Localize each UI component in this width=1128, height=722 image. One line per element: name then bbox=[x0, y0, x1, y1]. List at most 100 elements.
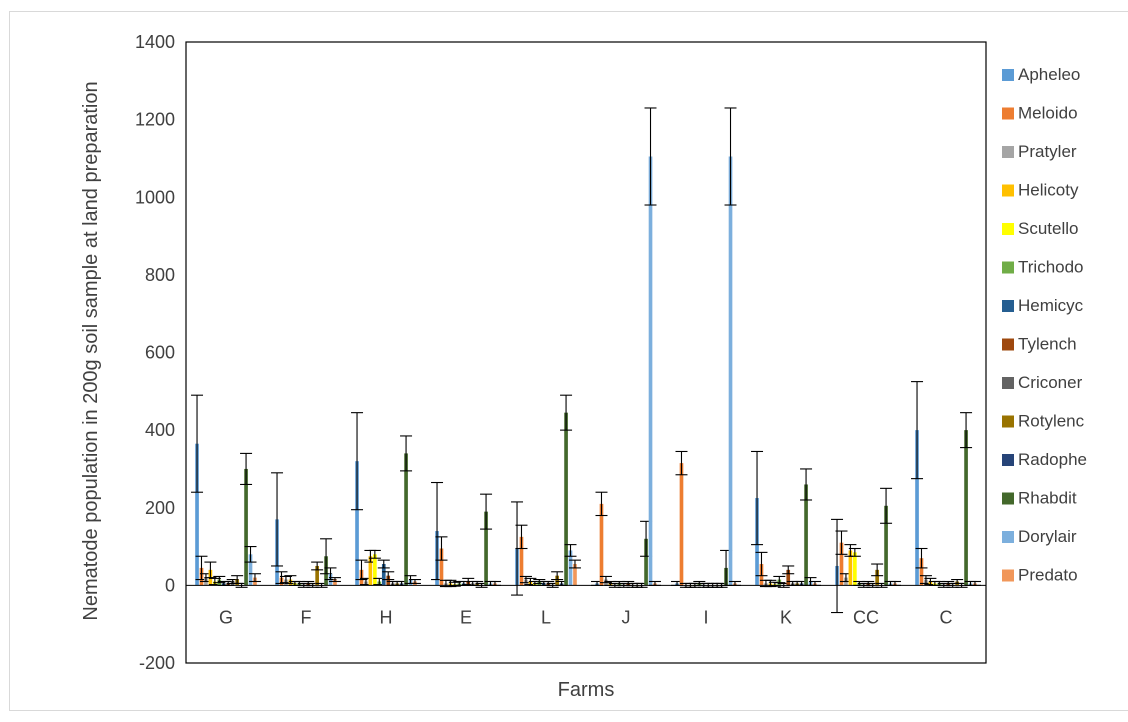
bar bbox=[244, 468, 248, 586]
error-bar bbox=[911, 381, 924, 480]
bar bbox=[555, 575, 559, 586]
error-bar bbox=[751, 450, 764, 546]
legend-item: Scutello bbox=[1002, 219, 1078, 238]
bar bbox=[804, 484, 808, 586]
x-tick-label: CC bbox=[853, 607, 879, 627]
legend-item: Apheleo bbox=[1002, 65, 1080, 84]
legend-swatch bbox=[1002, 184, 1014, 197]
error-bar bbox=[248, 573, 261, 583]
x-tick-label: K bbox=[780, 607, 792, 627]
error-bar bbox=[328, 577, 341, 583]
error-bar bbox=[368, 549, 381, 559]
legend-label: Rotylenc bbox=[1018, 412, 1085, 431]
x-tick-label: L bbox=[541, 607, 551, 627]
legend-swatch bbox=[1002, 338, 1014, 351]
error-bar bbox=[880, 487, 893, 524]
x-tick-label: F bbox=[301, 607, 312, 627]
error-bar bbox=[960, 412, 973, 449]
bar bbox=[381, 564, 386, 586]
bar bbox=[848, 550, 853, 586]
legend-label: Pratyler bbox=[1018, 142, 1077, 161]
error-bar bbox=[871, 563, 884, 577]
bar bbox=[875, 569, 879, 586]
error-bar bbox=[480, 493, 493, 530]
error-bar bbox=[564, 544, 577, 557]
legend-item: Meloido bbox=[1002, 104, 1078, 123]
bar bbox=[599, 503, 604, 586]
legend: Apheleo Meloido Pratyler Helicoty Scutello Tr… bbox=[1002, 65, 1087, 585]
legend-label: Rhabdit bbox=[1018, 489, 1077, 508]
legend-swatch bbox=[1002, 146, 1014, 158]
bar bbox=[648, 156, 653, 586]
legend-swatch bbox=[1002, 569, 1014, 582]
error-bar bbox=[595, 491, 608, 517]
x-axis-labels: G F H E L J I K CC C bbox=[219, 607, 953, 627]
error-bar bbox=[848, 547, 861, 557]
legend-swatch bbox=[1002, 107, 1014, 120]
bar bbox=[853, 552, 857, 586]
error-bar bbox=[271, 472, 284, 567]
legend-swatch bbox=[1002, 261, 1014, 274]
bar bbox=[355, 461, 359, 586]
error-bar bbox=[755, 551, 768, 577]
legend-item: Criconer bbox=[1002, 373, 1083, 392]
legend-item: Dorylair bbox=[1002, 527, 1077, 546]
x-tick-label: I bbox=[703, 607, 708, 627]
error-bar bbox=[377, 559, 390, 569]
error-bar bbox=[240, 452, 253, 486]
legend-swatch bbox=[1002, 531, 1014, 543]
bar bbox=[484, 511, 488, 586]
bar bbox=[884, 505, 888, 586]
error-bar bbox=[311, 561, 324, 571]
error-bar bbox=[435, 536, 448, 561]
plot-area bbox=[185, 41, 987, 664]
y-tick-label: 600 bbox=[145, 343, 175, 363]
legend-label: Trichodo bbox=[1018, 258, 1084, 277]
x-tick-label: C bbox=[940, 607, 953, 627]
legend-label: Scutello bbox=[1018, 219, 1078, 238]
error-bar bbox=[831, 518, 844, 614]
legend-label: Radophe bbox=[1018, 450, 1087, 469]
bar bbox=[404, 453, 408, 586]
error-bar bbox=[835, 530, 848, 555]
legend-label: Tylench bbox=[1018, 335, 1077, 354]
legend-item: Trichodo bbox=[1002, 258, 1084, 277]
y-tick-label: 0 bbox=[165, 575, 175, 595]
legend-label: Meloido bbox=[1018, 104, 1078, 123]
legend-label: Criconer bbox=[1018, 373, 1083, 392]
bar bbox=[439, 548, 444, 586]
error-bar bbox=[560, 394, 573, 431]
x-tick-label: J bbox=[622, 607, 631, 627]
error-bar bbox=[644, 107, 657, 206]
legend-item: Rotylenc bbox=[1002, 412, 1085, 431]
y-tick-label: 1200 bbox=[135, 110, 175, 130]
y-tick-label: 1400 bbox=[135, 32, 175, 52]
legend-item: Hemicyc bbox=[1002, 296, 1084, 315]
legend-label: Helicoty bbox=[1018, 181, 1079, 200]
bar bbox=[573, 564, 577, 586]
error-bar bbox=[351, 412, 364, 511]
error-bar bbox=[382, 571, 395, 581]
bar bbox=[248, 554, 253, 586]
bar bbox=[786, 569, 791, 586]
error-bar bbox=[191, 394, 204, 493]
legend-item: Rhabdit bbox=[1002, 489, 1077, 508]
legend-swatch bbox=[1002, 223, 1014, 235]
legend-label: Apheleo bbox=[1018, 65, 1080, 84]
error-bar bbox=[773, 575, 786, 584]
y-tick-label: 1000 bbox=[135, 187, 175, 207]
error-bar bbox=[400, 435, 413, 472]
bar bbox=[195, 443, 199, 586]
y-tick-label: 400 bbox=[145, 420, 175, 440]
legend-label: Hemicyc bbox=[1018, 296, 1084, 315]
legend-swatch bbox=[1002, 415, 1014, 428]
y-tick-label: 800 bbox=[145, 265, 175, 285]
legend-item: Pratyler bbox=[1002, 142, 1077, 161]
legend-swatch bbox=[1002, 69, 1014, 81]
y-axis-title: Nematode population in 200g soil sample … bbox=[80, 81, 102, 620]
bar bbox=[333, 579, 337, 586]
bar bbox=[964, 430, 968, 586]
x-tick-label: E bbox=[460, 607, 472, 627]
legend-item: Predato bbox=[1002, 566, 1078, 585]
error-bar bbox=[915, 547, 928, 569]
